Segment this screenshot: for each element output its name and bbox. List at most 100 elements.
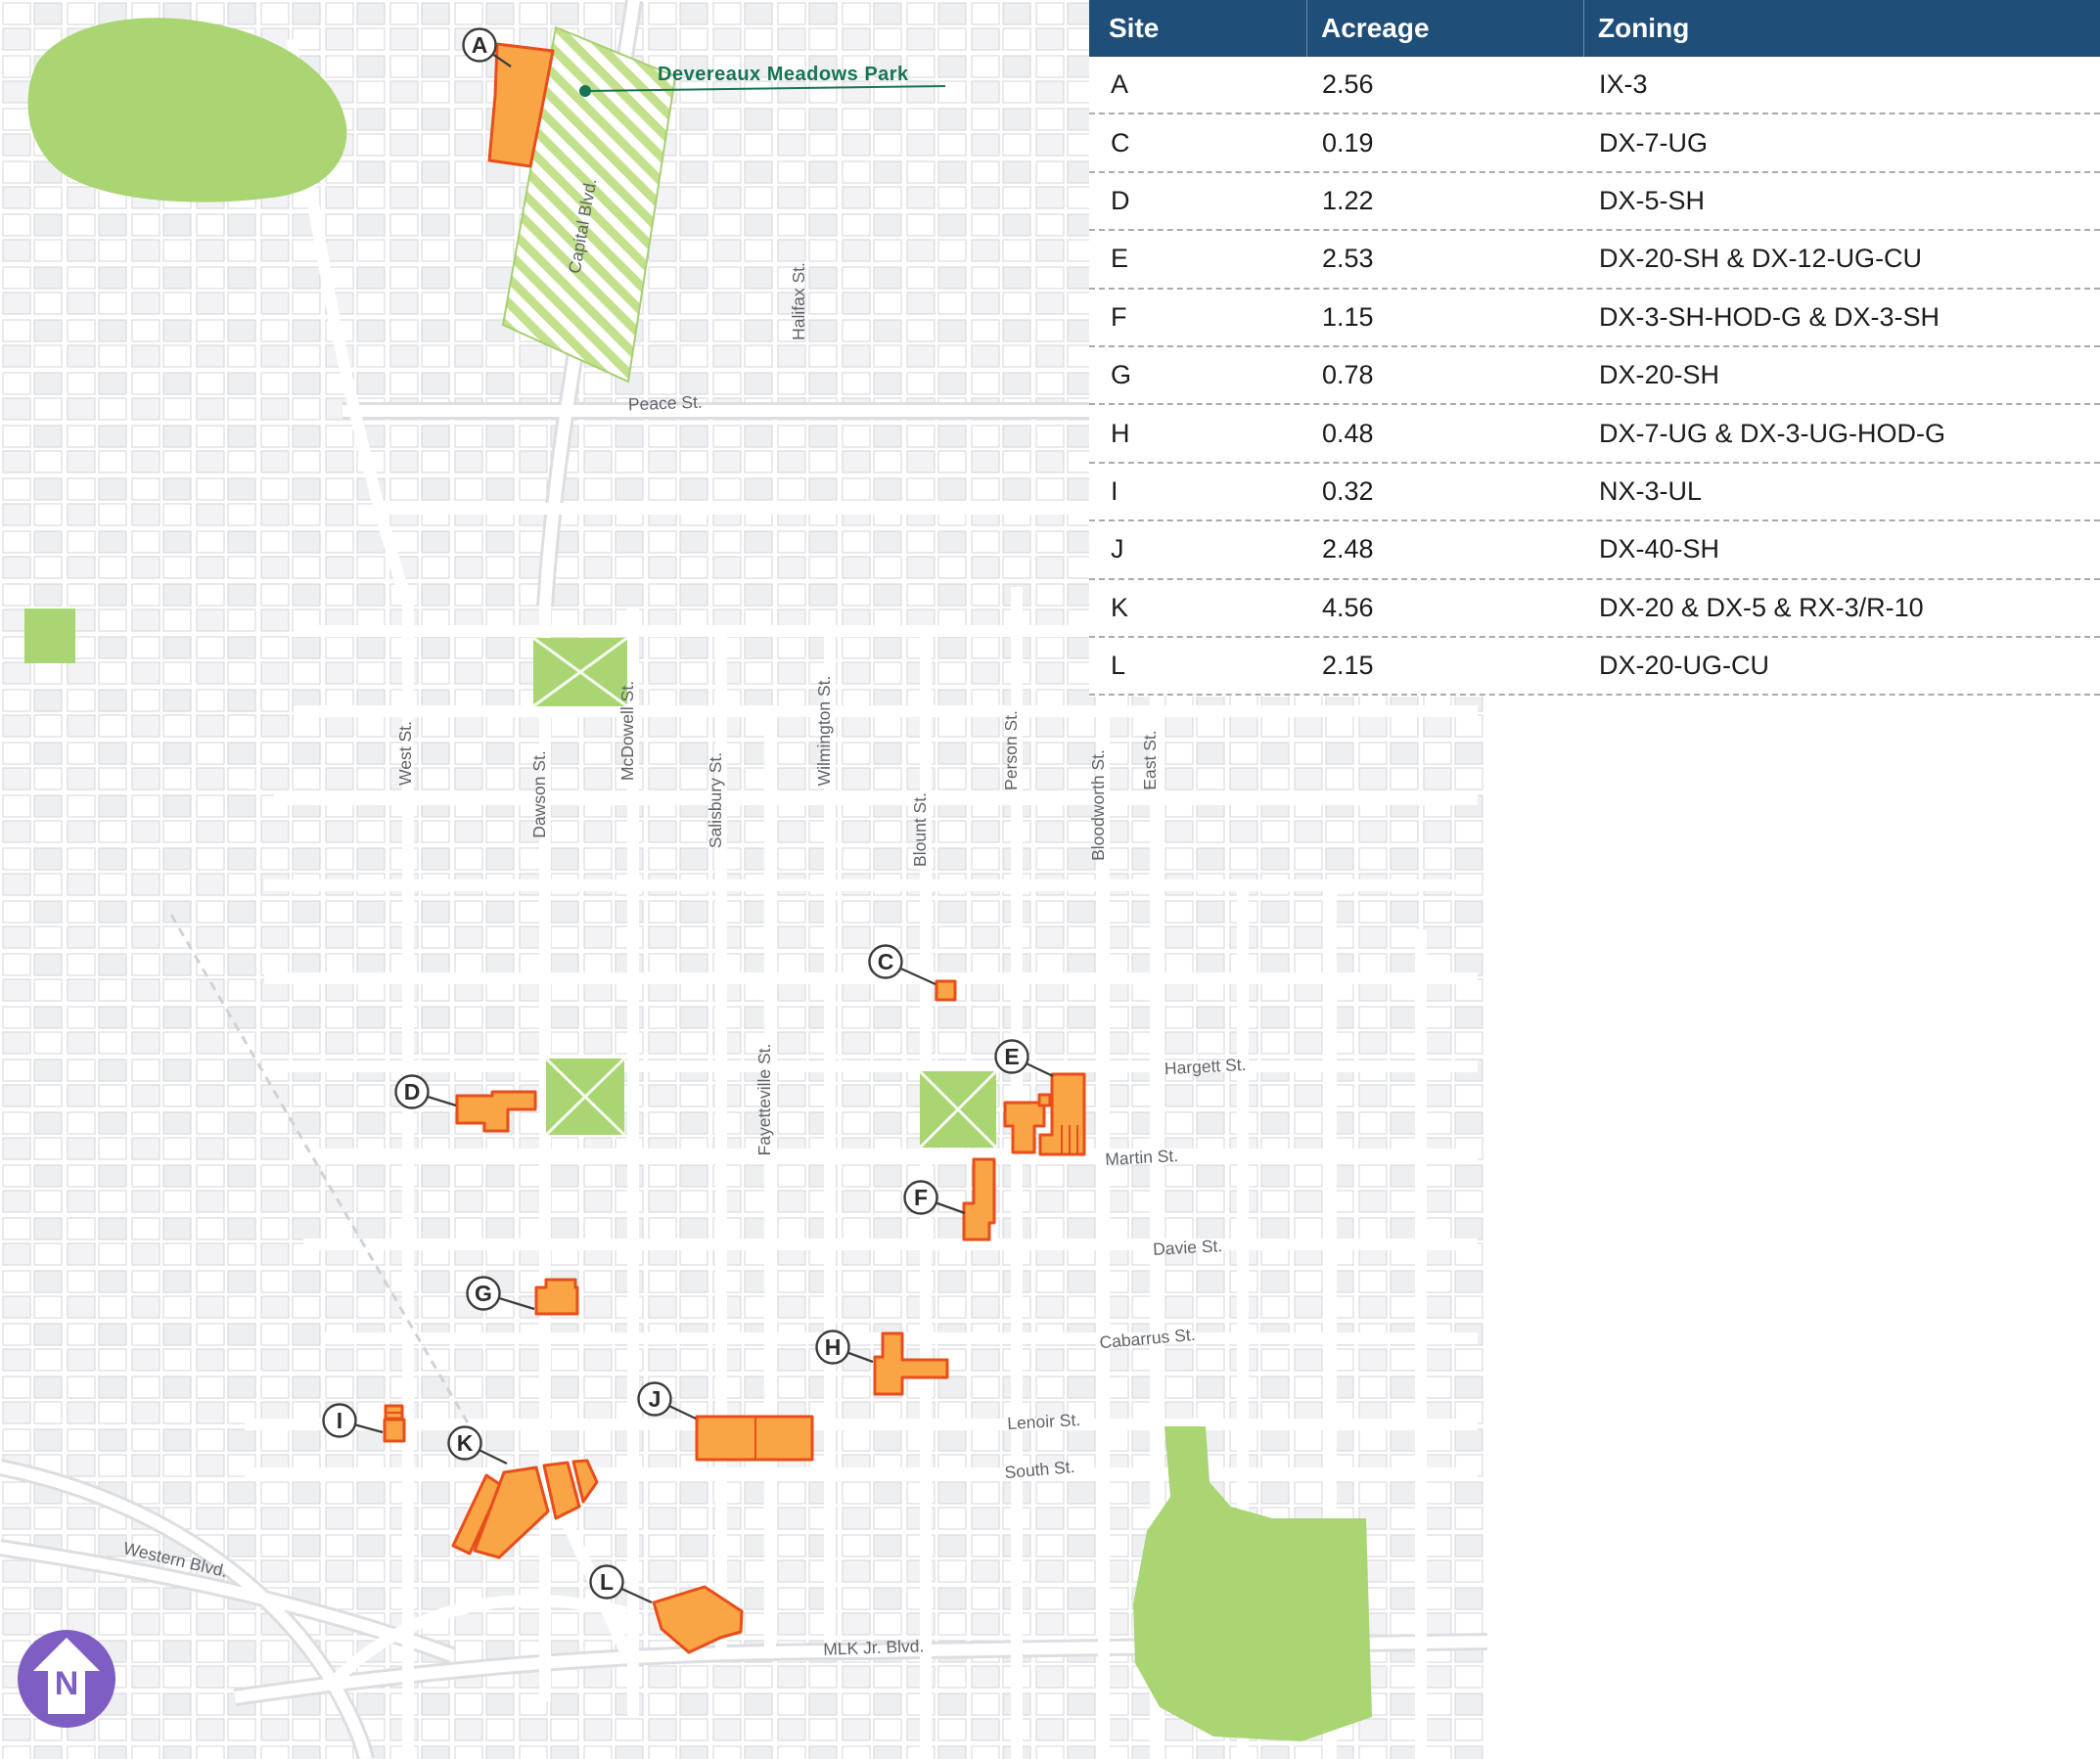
table-row: I 0.32 NX-3-UL — [1089, 464, 2100, 522]
site-cell: K — [1111, 592, 1129, 622]
street-label: Davie St. — [1153, 1236, 1223, 1259]
zoning-cell: DX-20-SH — [1599, 360, 1720, 390]
street-label: McDowell St. — [617, 681, 637, 781]
acreage-cell: 1.15 — [1322, 301, 1374, 332]
site-cell: G — [1111, 360, 1132, 390]
site-cell: J — [1111, 534, 1124, 564]
street-label: Lenoir St. — [1007, 1410, 1081, 1433]
acreage-cell: 0.48 — [1322, 418, 1374, 448]
street-label: Wilmington St. — [814, 676, 834, 787]
site-marker-f: F — [903, 1180, 966, 1215]
zoning-cell: DX-40-SH — [1599, 534, 1720, 564]
zoning-cell: DX-20 & DX-5 & RX-3/R-10 — [1599, 592, 1924, 622]
site-markers: A C D E F G H I J K L — [322, 27, 1054, 1604]
zoning-cell: DX-20-SH & DX-12-UG-CU — [1599, 244, 1923, 274]
street-label: East St. — [1140, 730, 1160, 789]
site-marker-letter: C — [878, 949, 894, 974]
park-devereaux-hatched — [501, 25, 677, 383]
site-polygon-l — [652, 1585, 744, 1654]
column-header-zoning: Zoning — [1583, 0, 2100, 57]
park-southeast — [1133, 1426, 1372, 1741]
site-marker-k: K — [447, 1425, 508, 1466]
street-label: Blount St. — [910, 792, 930, 867]
park-callout-leader — [584, 85, 946, 92]
acreage-cell: 2.56 — [1322, 69, 1374, 100]
street-label: Hargett St. — [1164, 1055, 1247, 1078]
site-marker-letter: D — [404, 1079, 421, 1105]
street-label: Salisbury St. — [706, 752, 725, 848]
zoning-cell: DX-7-UG & DX-3-UG-HOD-G — [1599, 418, 1946, 448]
site-polygon-e3 — [1037, 1093, 1052, 1107]
north-label: N — [55, 1665, 79, 1702]
table-row: A 2.56 IX-3 — [1089, 57, 2100, 115]
table-header: Site Acreage Zoning — [1089, 0, 2100, 57]
acreage-cell: 2.48 — [1322, 534, 1374, 564]
table-row: G 0.78 DX-20-SH — [1089, 347, 2100, 406]
site-marker-c: C — [868, 944, 936, 986]
zoning-cell: IX-3 — [1599, 69, 1648, 100]
zoning-cell: DX-7-UG — [1599, 127, 1709, 158]
site-cell: L — [1111, 651, 1126, 681]
site-marker-letter: H — [825, 1334, 842, 1360]
site-cell: E — [1111, 244, 1129, 274]
acreage-cell: 0.78 — [1322, 360, 1374, 390]
site-marker-letter: K — [457, 1430, 474, 1456]
site-polygon-e1 — [1003, 1101, 1046, 1154]
column-header-site: Site — [1109, 13, 1160, 43]
site-polygon-c — [935, 979, 957, 1002]
railroad-line — [169, 914, 472, 1427]
site-marker-g: G — [466, 1276, 535, 1311]
site-marker-letter: J — [649, 1386, 662, 1412]
site-marker-letter: F — [914, 1185, 928, 1210]
acreage-cell: 1.22 — [1322, 185, 1374, 215]
site-polygon-h — [873, 1331, 949, 1396]
site-marker-letter: L — [600, 1569, 614, 1595]
site-cell: A — [1111, 69, 1129, 100]
site-marker-l: L — [589, 1564, 653, 1604]
acreage-cell: 0.32 — [1322, 475, 1374, 506]
table-row: J 2.48 DX-40-SH — [1089, 521, 2100, 580]
acreage-cell: 0.19 — [1322, 127, 1374, 158]
street-label: MLK Jr. Blvd. — [823, 1636, 925, 1659]
street-labels: Capital Blvd.Halifax St.Peace St.West St… — [121, 177, 1247, 1659]
street-label: Person St. — [1001, 710, 1021, 790]
site-polygon-a — [487, 42, 555, 168]
site-marker-d: D — [394, 1074, 457, 1109]
site-polygon-g — [534, 1278, 579, 1316]
site-polygon-i2 — [383, 1418, 406, 1443]
park-callout-label: Devereaux Meadows Park — [658, 64, 909, 85]
street-label: Martin St. — [1105, 1146, 1179, 1169]
site-polygon-k2 — [473, 1466, 550, 1559]
zoning-cell: DX-3-SH-HOD-G & DX-3-SH — [1599, 301, 1940, 332]
site-polygon-k3 — [542, 1461, 581, 1520]
site-marker-letter: I — [337, 1408, 342, 1433]
zoning-table: Site Acreage Zoning A 2.56 IX-3 C 0.19 DX-7-U… — [1089, 0, 2100, 697]
site-marker-a: A — [462, 27, 512, 68]
park-paths — [532, 636, 998, 1150]
table-row: F 1.15 DX-3-SH-HOD-G & DX-3-SH — [1089, 290, 2100, 347]
north-arrow-glyph — [33, 1638, 100, 1714]
street-label: Halifax St. — [789, 262, 808, 340]
table-body: A 2.56 IX-3 C 0.19 DX-7-UG D 1.22 DX-5-SH E 2.53 DX… — [1089, 57, 2100, 697]
table-row: C 0.19 DX-7-UG — [1089, 114, 2100, 173]
site-polygon-k4 — [571, 1459, 599, 1504]
acreage-cell: 2.15 — [1322, 651, 1374, 681]
table-row: E 2.53 DX-20-SH & DX-12-UG-CU — [1089, 231, 2100, 290]
park-callout: Devereaux Meadows Park — [579, 64, 946, 97]
site-polygons — [383, 42, 1086, 1654]
column-header-acreage: Acreage — [1306, 0, 1583, 57]
zoning-cell: DX-5-SH — [1599, 185, 1706, 215]
street-label: Dawson St. — [529, 750, 549, 837]
site-cell: H — [1111, 418, 1130, 448]
street-label: Peace St. — [628, 392, 704, 415]
table-row: K 4.56 DX-20 & DX-5 & RX-3/R-10 — [1089, 580, 2100, 638]
street-label: Bloodworth St. — [1088, 749, 1108, 861]
park-callout-dot — [579, 85, 591, 97]
site-polygon-e2 — [1038, 1072, 1086, 1156]
street-label: West St. — [395, 721, 415, 786]
acreage-cell: 4.56 — [1322, 592, 1374, 622]
site-polygon-f — [962, 1157, 996, 1241]
site-marker-h: H — [815, 1330, 874, 1365]
site-cell: C — [1111, 127, 1130, 158]
